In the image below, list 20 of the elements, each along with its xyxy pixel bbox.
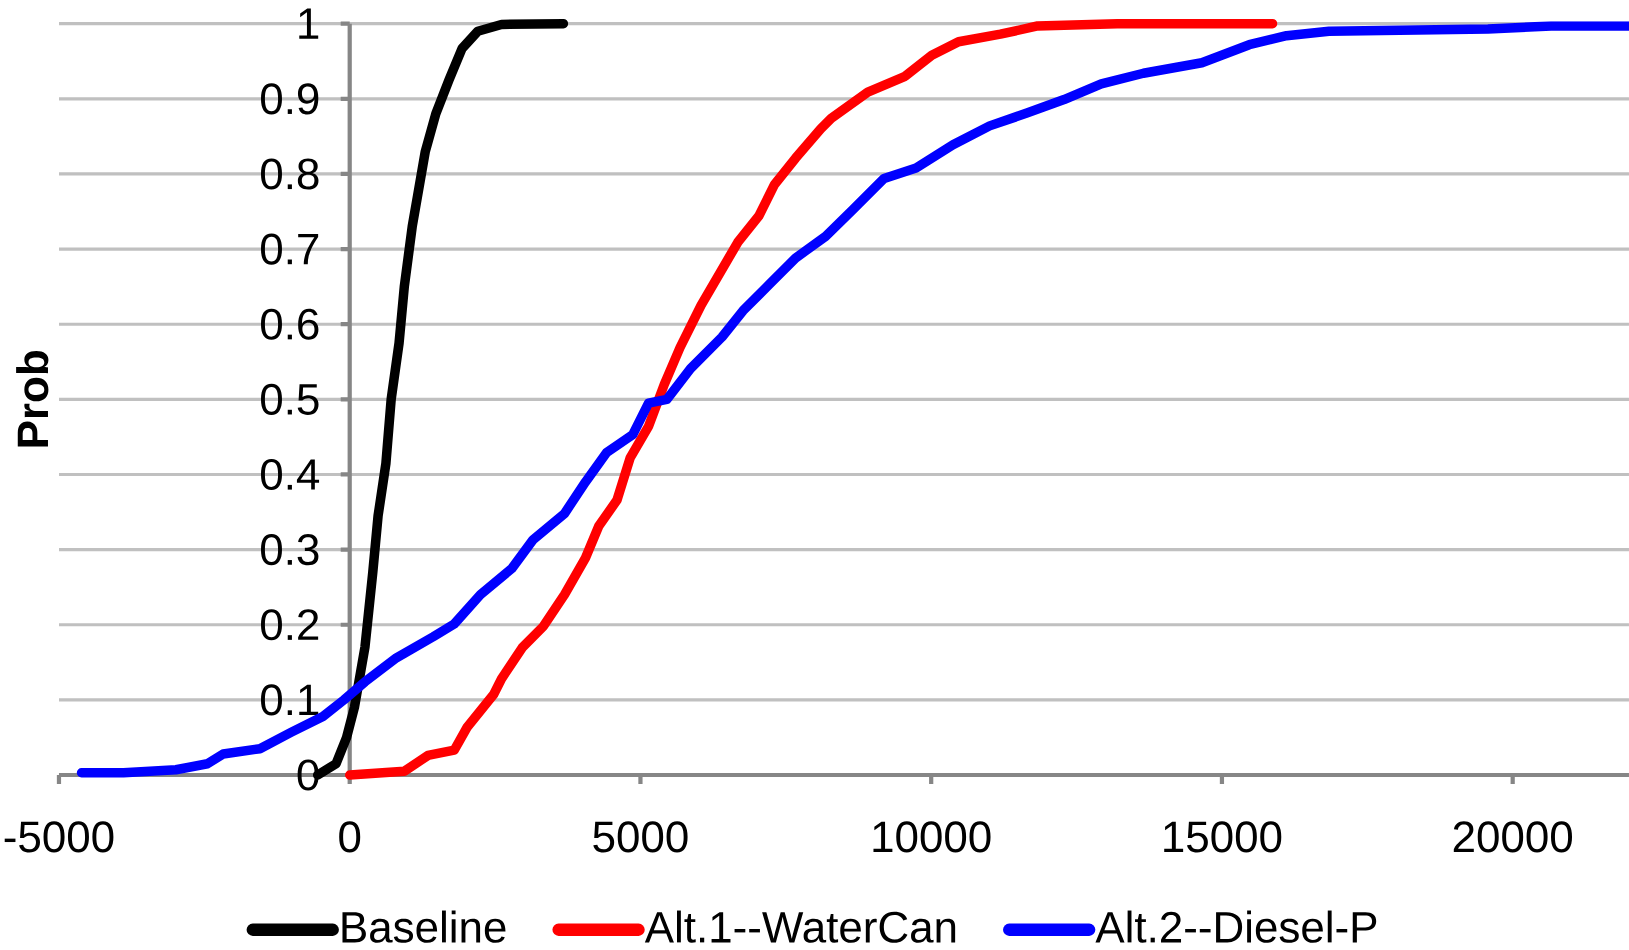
x-tick-label: 5000 bbox=[593, 821, 688, 853]
y-tick-label: 0.7 bbox=[260, 233, 319, 265]
y-tick-label: 0.8 bbox=[260, 158, 319, 190]
y-tick-label: 0.1 bbox=[260, 684, 319, 716]
x-tick-label: 20000 bbox=[1453, 821, 1573, 853]
y-tick-label: 0.9 bbox=[260, 83, 319, 115]
y-tick-label: 0.6 bbox=[260, 308, 319, 340]
legend-label: Alt.1--WaterCan bbox=[644, 910, 956, 943]
y-axis-title: Prob bbox=[16, 351, 49, 447]
y-tick-label: 0.3 bbox=[260, 534, 319, 566]
y-tick-label: 0.4 bbox=[260, 458, 320, 491]
legend-label: Baseline bbox=[342, 910, 506, 943]
x-tick-label: -5000 bbox=[4, 821, 114, 853]
x-tick-label: 0 bbox=[339, 821, 361, 853]
legend-label: Alt.2--Diesel-P bbox=[1095, 910, 1377, 943]
y-tick-label: 0.5 bbox=[260, 383, 319, 415]
y-tick-label: 0.2 bbox=[260, 609, 319, 641]
y-tick-label: 1 bbox=[299, 8, 319, 39]
x-tick-label: 15000 bbox=[1164, 821, 1282, 853]
x-tick-label: 10000 bbox=[873, 821, 991, 853]
